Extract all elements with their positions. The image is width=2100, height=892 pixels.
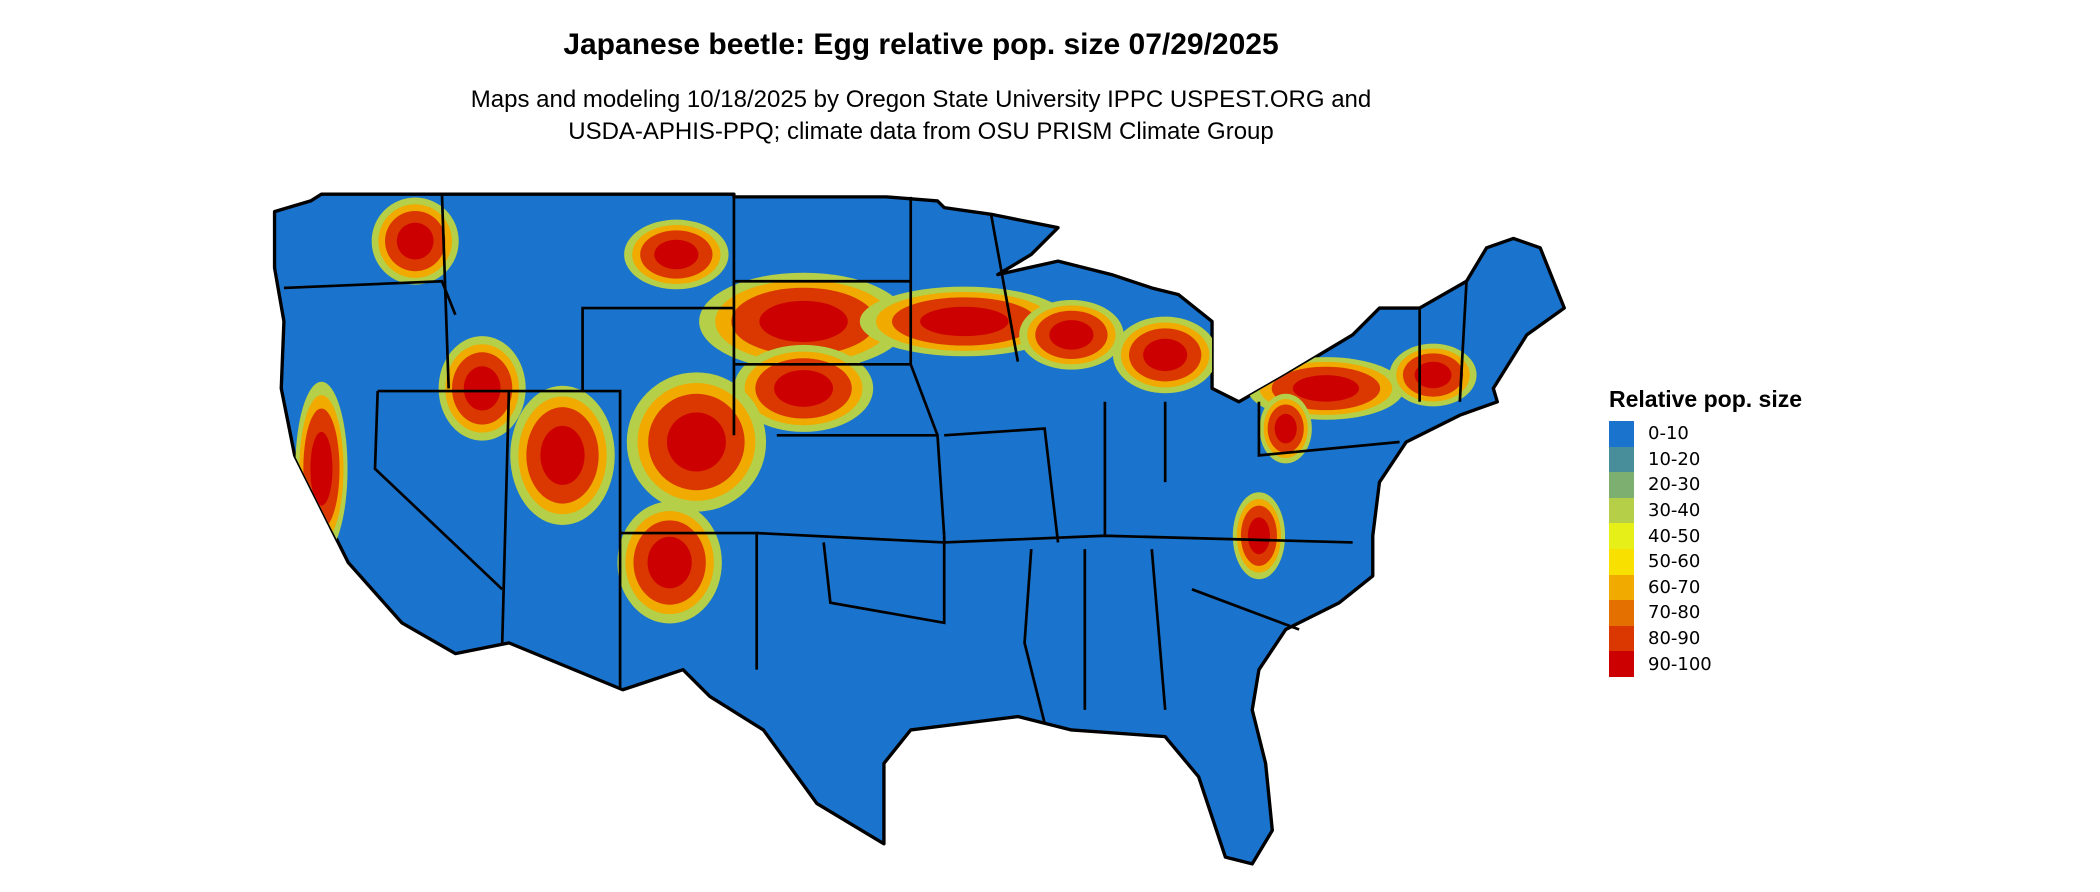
state-border	[909, 196, 939, 436]
state-border	[283, 279, 457, 316]
hotspot	[540, 425, 585, 485]
map-title: Japanese beetle: Egg relative pop. size …	[563, 28, 1279, 61]
population-hotspots	[295, 197, 1477, 624]
hotspot	[666, 412, 726, 472]
state-border	[440, 194, 450, 389]
hotspot	[759, 300, 848, 343]
legend-item: 90-100	[1609, 651, 1802, 677]
legend-label: 60-70	[1648, 576, 1701, 598]
legend-item: 80-90	[1609, 625, 1802, 652]
state-border	[1023, 549, 1046, 724]
state-border	[1458, 281, 1468, 402]
legend-swatch	[1609, 472, 1634, 498]
legend-label: 10-20	[1648, 448, 1701, 470]
state-border	[500, 391, 511, 643]
hotspot	[463, 366, 501, 411]
hotspot	[1049, 320, 1094, 350]
hotspot	[1292, 375, 1360, 402]
legend-swatch	[1609, 548, 1634, 575]
legend-label: 70-80	[1648, 602, 1701, 624]
legend-swatch	[1609, 625, 1634, 652]
state-border	[822, 535, 946, 625]
legend-label: 50-60	[1648, 551, 1701, 573]
hotspot	[1274, 413, 1297, 444]
legend-swatch	[1609, 574, 1634, 601]
state-border	[377, 306, 734, 393]
hotspot	[1247, 517, 1270, 555]
legend-swatch	[1609, 421, 1634, 447]
hotspot	[1143, 338, 1188, 372]
us-outline	[272, 192, 1566, 866]
legend-swatch	[1609, 523, 1634, 549]
subtitle-line-2: USDA-APHIS-PPQ; climate data from OSU PR…	[568, 118, 1274, 145]
legend-item: 50-60	[1609, 548, 1802, 575]
legend: Relative pop. size 0-10 10-20 20-30 30-40 40…	[1609, 386, 1802, 677]
state-border	[944, 427, 1060, 543]
legend-item: 0-10	[1609, 421, 1802, 447]
legend-item: 20-30	[1609, 472, 1802, 498]
state-border	[1191, 588, 1300, 631]
state-border	[1257, 401, 1400, 457]
legend-item: 30-40	[1609, 497, 1802, 524]
hotspot	[1414, 361, 1452, 389]
state-borders	[283, 194, 1468, 724]
legend-swatch	[1609, 446, 1634, 473]
legend-item: 10-20	[1609, 446, 1802, 473]
legend-label: 90-100	[1648, 653, 1712, 675]
legend-label: 20-30	[1648, 474, 1701, 496]
hotspot	[920, 306, 1009, 337]
state-border	[582, 389, 622, 690]
state-border	[989, 214, 1020, 362]
legend-swatch	[1609, 651, 1634, 677]
legend-title: Relative pop. size	[1609, 386, 1803, 412]
hotspot	[310, 431, 333, 506]
map-subtitle: Maps and modeling 10/18/2025 by Oregon S…	[0, 84, 1842, 148]
legend-label: 80-90	[1648, 628, 1701, 650]
legend-label: 30-40	[1648, 500, 1701, 522]
hotspot	[647, 536, 692, 589]
subtitle-line-1: Maps and modeling 10/18/2025 by Oregon S…	[470, 86, 1372, 113]
state-border	[373, 391, 504, 591]
legend-label: 0-10	[1648, 423, 1689, 445]
legend-item: 70-80	[1609, 600, 1802, 626]
legend-item: 40-50	[1609, 523, 1802, 549]
hotspot	[774, 369, 834, 407]
state-border	[1150, 549, 1167, 710]
legend-item: 60-70	[1609, 574, 1802, 601]
legend-swatch	[1609, 600, 1634, 626]
legend-label: 40-50	[1648, 525, 1701, 547]
hotspot	[396, 222, 434, 260]
state-border	[756, 531, 1353, 544]
hotspot	[654, 239, 699, 270]
legend-swatch	[1609, 497, 1634, 524]
